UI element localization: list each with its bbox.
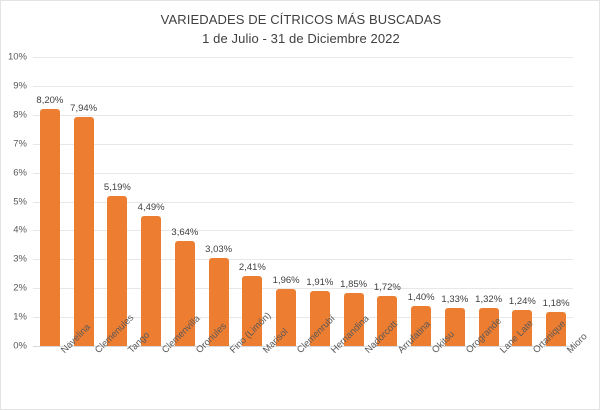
x-axis-tick-label: Lane Late bbox=[497, 318, 536, 356]
bar-value-label: 8,20% bbox=[36, 95, 64, 107]
bar[interactable] bbox=[276, 289, 297, 346]
bar[interactable] bbox=[411, 305, 432, 346]
y-axis-tick-label: 7% bbox=[13, 138, 27, 150]
chart-title: VARIEDADES DE CÍTRICOS MÁS BUSCADAS 1 de… bbox=[1, 10, 599, 48]
gridline bbox=[33, 201, 573, 203]
bar-value-label: 1,72% bbox=[373, 282, 401, 294]
bar-value-label: 7,94% bbox=[70, 102, 98, 114]
y-axis-tick-label: 9% bbox=[13, 80, 27, 92]
bar-value-label: 5,19% bbox=[103, 182, 131, 193]
y-axis-tick-label: 1% bbox=[13, 311, 27, 323]
x-axis-tick-label: Tango bbox=[126, 329, 153, 356]
bar-value-label: 2,41% bbox=[238, 262, 266, 274]
bar-value-label: 1,18% bbox=[542, 297, 570, 309]
gridline bbox=[33, 85, 573, 87]
x-axis-tick-label: Fino (Limón) bbox=[227, 310, 273, 356]
bar[interactable] bbox=[444, 307, 465, 346]
bar[interactable] bbox=[343, 292, 364, 346]
chart-title-line1: VARIEDADES DE CÍTRICOS MÁS BUSCADAS bbox=[160, 12, 442, 27]
y-axis-tick-label: 0% bbox=[13, 340, 27, 352]
gridline bbox=[33, 288, 573, 290]
gridline bbox=[33, 172, 573, 174]
x-axis-tick-label: Okitsu bbox=[430, 328, 457, 356]
plot-area: 8,20% 7,94% 5,19% 4,49% 3,64% 3,03% 2,41% 1,96%… bbox=[33, 57, 573, 347]
bar[interactable] bbox=[73, 116, 94, 346]
bar-value-label: 1,85% bbox=[340, 278, 368, 290]
bar[interactable] bbox=[546, 311, 567, 346]
x-axis-tick-label: Oronules bbox=[194, 321, 229, 356]
x-axis-tick-label: Hernandina bbox=[329, 313, 372, 356]
gridline bbox=[33, 259, 573, 261]
x-axis-tick-label: Clemenrubí bbox=[295, 313, 338, 356]
bar[interactable] bbox=[107, 196, 128, 346]
x-axis-tick-label: Ortanique bbox=[531, 318, 568, 355]
x-axis-tick-label: Nadorcott bbox=[363, 319, 400, 356]
bar-value-label: 1,24% bbox=[508, 296, 536, 308]
bar-value-label: 1,91% bbox=[306, 276, 334, 288]
bar-value-label: 1,40% bbox=[407, 291, 435, 303]
bar[interactable] bbox=[309, 290, 330, 346]
gridline bbox=[33, 317, 573, 319]
bar[interactable] bbox=[242, 276, 263, 346]
y-axis-tick-label: 6% bbox=[13, 167, 27, 179]
bar[interactable] bbox=[208, 258, 229, 346]
y-axis-tick-label: 3% bbox=[13, 253, 27, 265]
x-axis-tick-label: Mioro bbox=[565, 331, 590, 356]
bar-value-label: 1,96% bbox=[272, 275, 300, 287]
x-axis-tick-label: Marisol bbox=[261, 326, 290, 355]
y-axis-tick-label: 8% bbox=[13, 109, 27, 121]
axis-baseline bbox=[33, 346, 573, 347]
gridline bbox=[33, 57, 573, 58]
bar[interactable] bbox=[141, 216, 162, 346]
y-axis-tick-label: 10% bbox=[7, 51, 27, 63]
bar[interactable] bbox=[39, 109, 60, 346]
gridline bbox=[33, 114, 573, 116]
bar[interactable] bbox=[174, 240, 195, 346]
bar-value-label: 3,03% bbox=[205, 244, 233, 256]
bar-value-label: 1,33% bbox=[441, 293, 469, 305]
y-axis-tick-label: 2% bbox=[13, 282, 27, 294]
bar-value-label: 1,32% bbox=[475, 293, 503, 305]
bar-value-label: 4,49% bbox=[137, 202, 165, 214]
x-axis-tick-label: Orogrande bbox=[464, 316, 504, 356]
y-axis-tick-label: 5% bbox=[13, 196, 27, 207]
x-axis-category-labels: NavelinaClemenulesTango ClemenvillaOronul… bbox=[33, 310, 590, 409]
x-axis-tick-label: Clemenules bbox=[93, 313, 136, 356]
gridline bbox=[33, 230, 573, 232]
bar[interactable] bbox=[377, 296, 398, 346]
y-axis-tick-label: 4% bbox=[13, 224, 27, 236]
bar[interactable] bbox=[512, 310, 533, 346]
x-axis-tick-label: Arrufatina bbox=[396, 319, 433, 356]
gridline bbox=[33, 143, 573, 145]
x-axis-tick-label: Navelina bbox=[59, 322, 93, 356]
bar-value-label: 3,64% bbox=[171, 226, 199, 238]
x-axis-tick-label: Clemenvilla bbox=[160, 313, 203, 356]
chart-subtitle: 1 de Julio - 31 de Diciembre 2022 bbox=[202, 31, 400, 46]
bar[interactable] bbox=[478, 307, 499, 346]
